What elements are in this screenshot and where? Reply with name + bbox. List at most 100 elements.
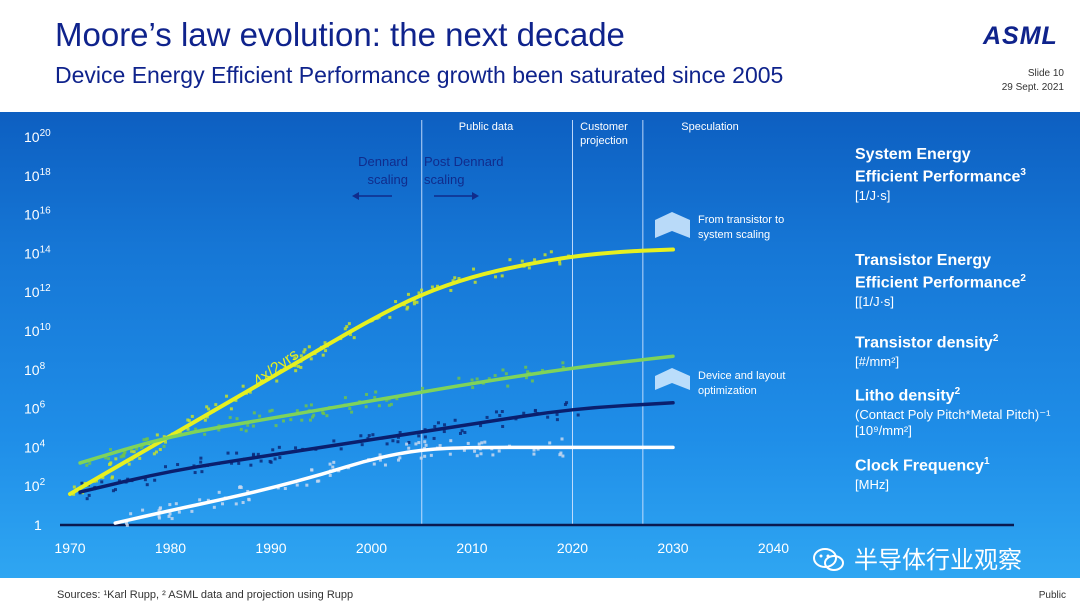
scatter-point <box>543 253 547 257</box>
scatter-point <box>421 386 425 390</box>
scatter-point <box>321 353 325 357</box>
scatter-point <box>268 409 272 413</box>
scatter-point <box>406 305 410 309</box>
y-tick-exponent: 6 <box>40 400 46 411</box>
scatter-point <box>107 457 111 461</box>
scatter-point <box>561 361 565 365</box>
scatter-point <box>343 327 347 331</box>
scatter-point <box>275 379 279 383</box>
scatter-point <box>113 488 117 492</box>
scatter-point <box>419 456 423 460</box>
scatter-point <box>360 443 364 447</box>
scatter-point <box>127 462 131 466</box>
scatter-point <box>252 411 256 415</box>
scatter-point <box>190 414 194 418</box>
scatter-point <box>387 403 391 407</box>
scatter-point <box>391 439 395 443</box>
scatter-point <box>324 349 328 353</box>
scatter-point <box>88 461 92 465</box>
scatter-point <box>407 446 411 450</box>
scatter-point <box>453 418 457 422</box>
scatter-point <box>350 410 354 414</box>
scatter-point <box>365 392 369 396</box>
scatter-point <box>308 418 312 422</box>
scatter-point <box>163 465 167 469</box>
scatter-point <box>111 489 115 493</box>
scatter-point <box>331 465 335 469</box>
scatter-point <box>125 523 129 527</box>
scatter-point <box>473 449 477 453</box>
scatter-point <box>85 463 89 467</box>
transistor-density-line <box>78 354 675 465</box>
scatter-point <box>258 414 262 418</box>
scatter-point <box>101 475 105 479</box>
legend-transistor-eep-sup: 2 <box>1020 273 1026 284</box>
scatter-point <box>417 291 421 295</box>
scatter-point <box>415 300 419 304</box>
scatter-point <box>108 448 112 452</box>
scatter-point <box>549 250 553 254</box>
scatter-point <box>206 498 210 502</box>
y-tick-label: 1014 <box>24 244 51 261</box>
scatter-point <box>442 430 446 434</box>
scatter-point <box>420 288 424 292</box>
device-opt-label-2: optimization <box>698 385 757 397</box>
legend-litho-density-unit: (Contact Poly Pitch*Metal Pitch)⁻¹ <box>855 407 1051 423</box>
scatter-point <box>395 397 399 401</box>
scatter-point <box>501 368 505 372</box>
scatter-point <box>132 450 136 454</box>
scatter-point <box>458 431 462 435</box>
scatter-point <box>205 415 209 419</box>
y-tick-exponent: 8 <box>40 361 46 372</box>
slide-number: Slide 10 <box>1027 68 1064 79</box>
scatter-point <box>345 325 349 329</box>
scatter-point <box>339 447 343 451</box>
scatter-point <box>235 451 239 455</box>
scatter-point <box>246 489 250 493</box>
scatter-point <box>472 267 476 271</box>
scatter-point <box>394 300 398 304</box>
scatter-point <box>270 408 274 412</box>
x-tick-label: 1980 <box>155 540 186 556</box>
scatter-point <box>164 440 168 444</box>
scatter-point <box>273 457 277 461</box>
system-scaling-label-2: system scaling <box>698 229 770 241</box>
scatter-point <box>238 485 242 489</box>
scatter-point <box>429 453 433 457</box>
scatter-point <box>300 418 304 422</box>
scatter-point <box>457 277 461 281</box>
scatter-point <box>244 429 248 433</box>
scatter-point <box>167 514 171 518</box>
region-label-customer-1: Customer <box>580 121 628 133</box>
scatter-point <box>462 448 466 452</box>
scatter-point <box>473 280 477 284</box>
scatter-point <box>315 479 319 483</box>
asml-logo: ASML <box>983 22 1058 50</box>
x-tick-label: 1970 <box>54 540 85 556</box>
scatter-point <box>504 372 508 376</box>
scatter-point <box>168 512 172 516</box>
scatter-point <box>229 407 233 411</box>
scatter-point <box>423 435 427 439</box>
scatter-point <box>367 434 371 438</box>
scatter-point <box>203 418 207 422</box>
scatter-point <box>159 506 163 510</box>
scatter-point <box>487 377 491 381</box>
scatter-point <box>576 413 580 417</box>
scatter-point <box>561 454 565 458</box>
scatter-point <box>187 419 191 423</box>
scatter-point <box>186 427 190 431</box>
scatter-point <box>546 415 550 419</box>
scatter-point <box>343 396 347 400</box>
scatter-point <box>558 260 562 264</box>
legend-transistor-eep-line2: Efficient Performance <box>855 274 1021 292</box>
system-scaling-chevron-icon <box>655 212 690 238</box>
scatter-point <box>294 369 298 373</box>
scatter-point <box>533 258 537 262</box>
scatter-point <box>157 516 161 520</box>
scatter-point <box>299 354 303 358</box>
scatter-point <box>385 442 389 446</box>
scatter-point <box>389 402 393 406</box>
scatter-point <box>396 440 400 444</box>
scatter-point <box>117 479 121 483</box>
